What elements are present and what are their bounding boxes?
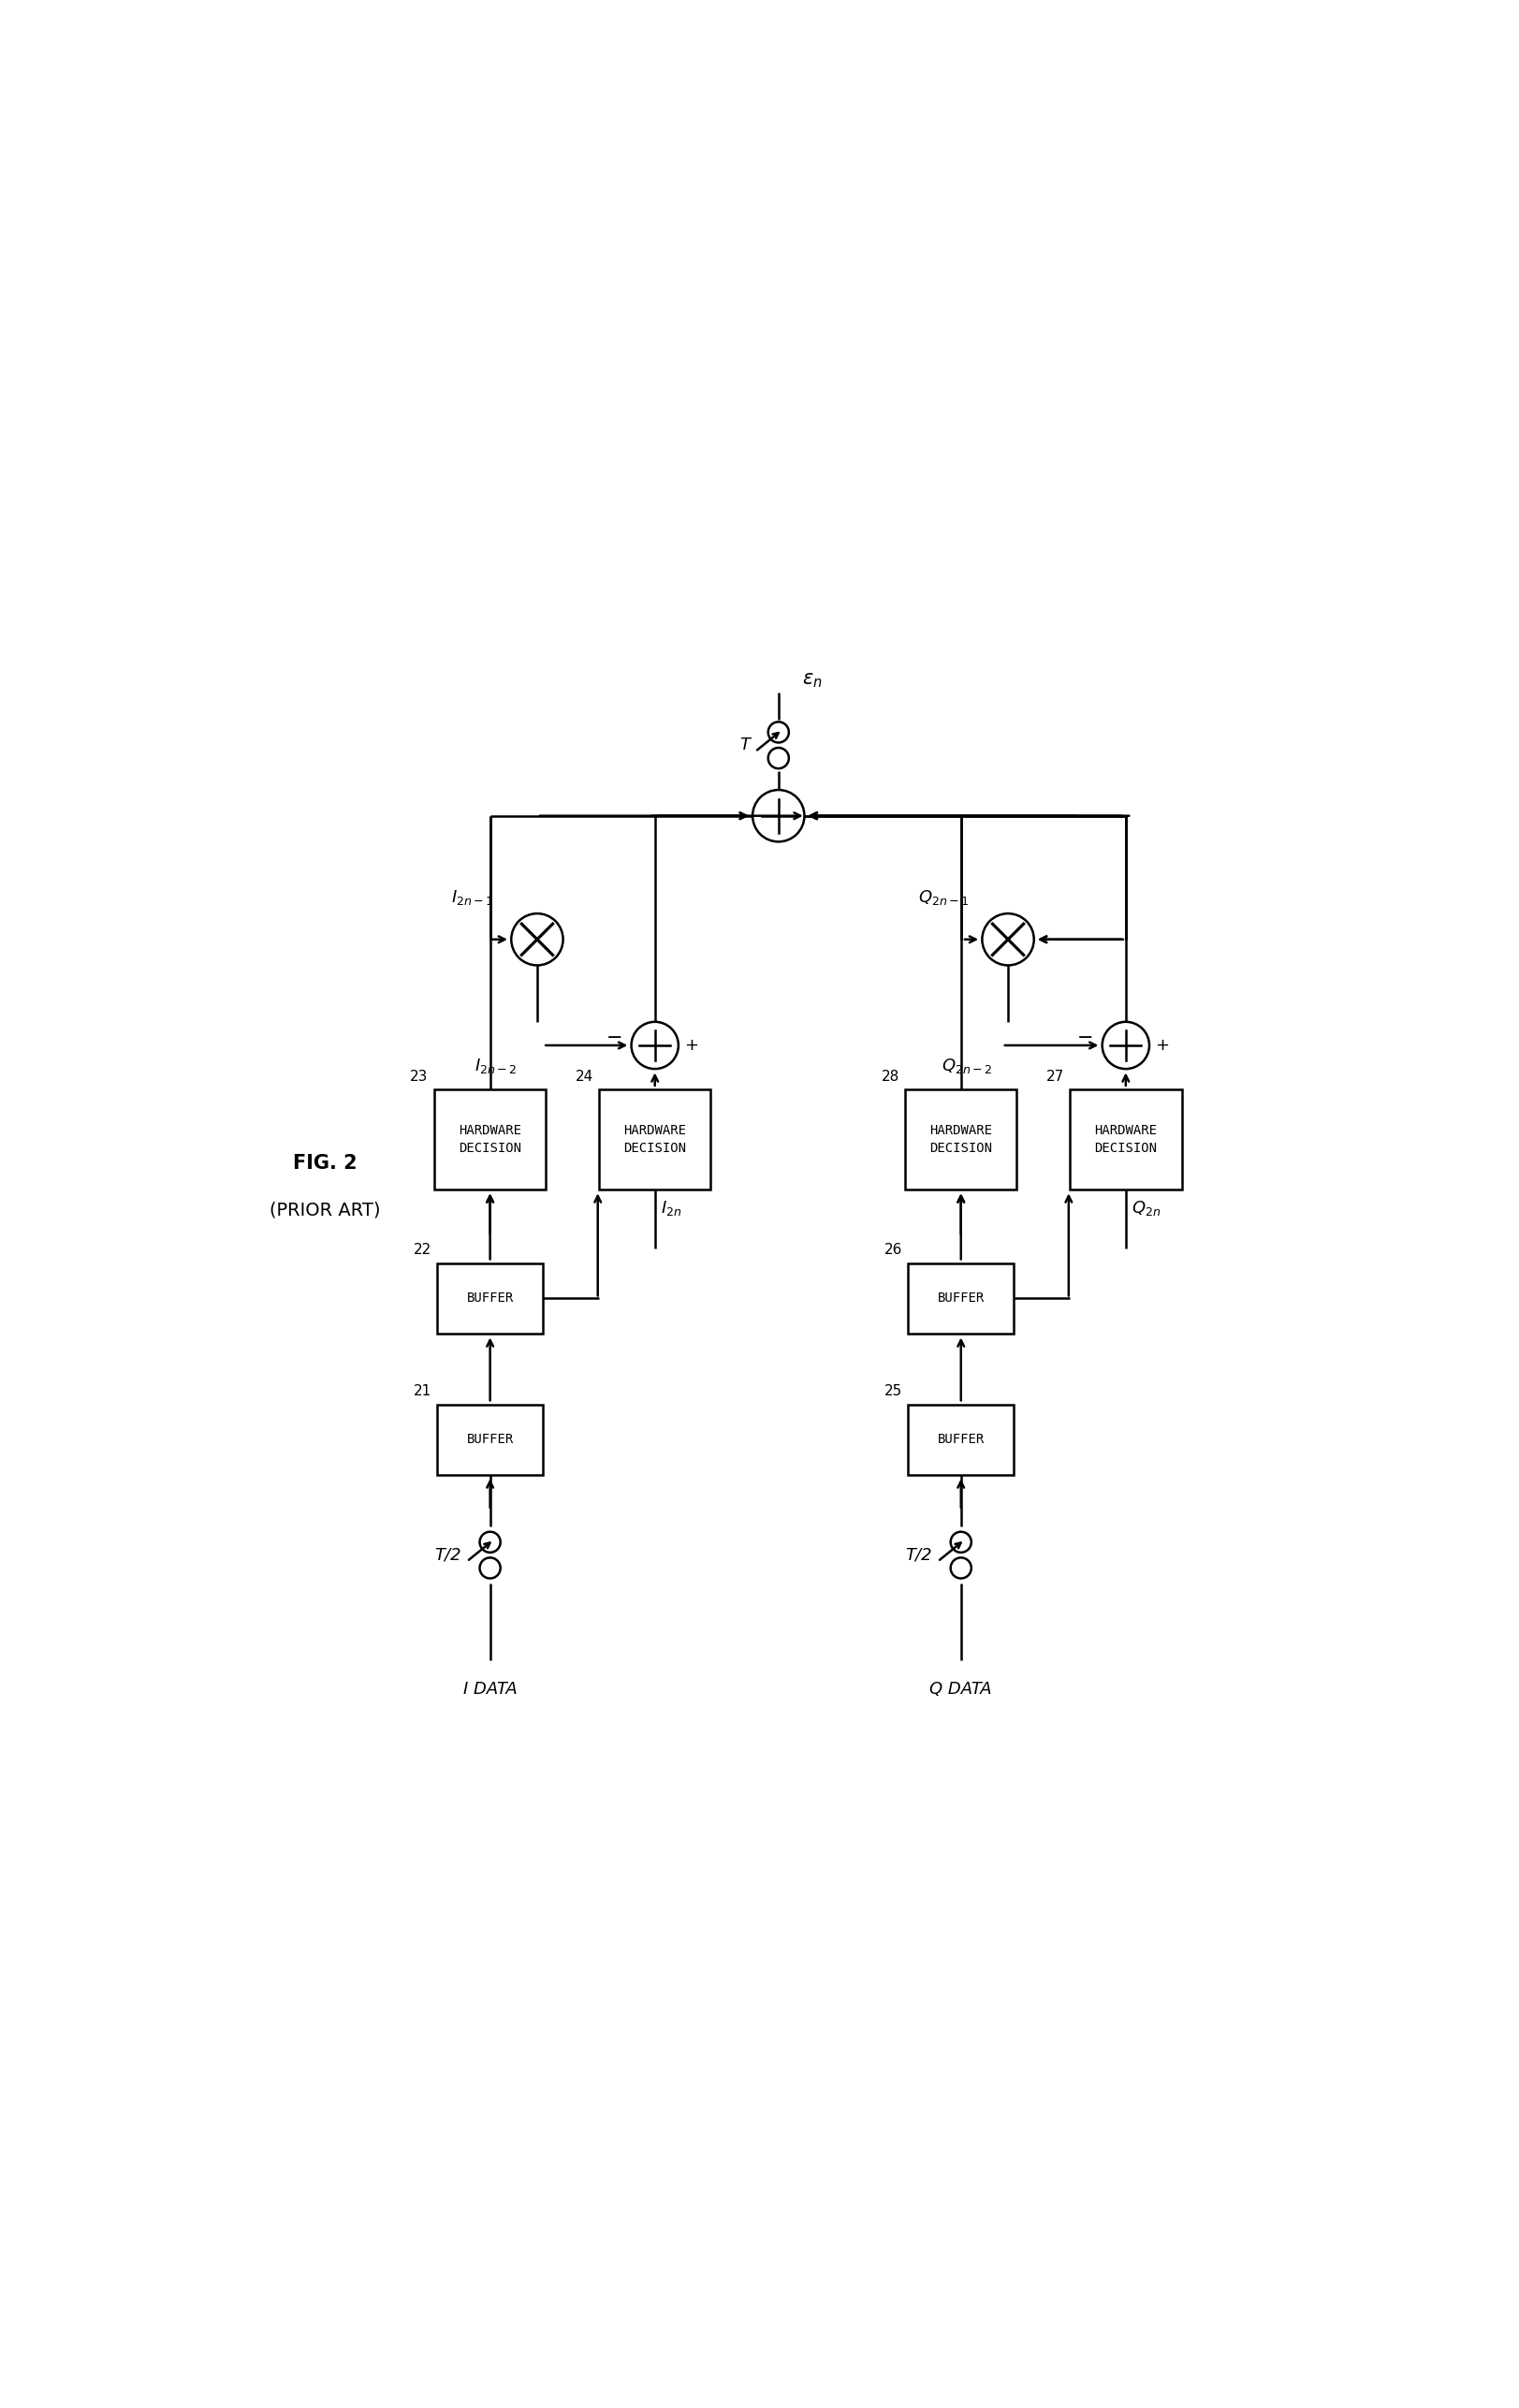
Circle shape [752,790,805,843]
Text: 25: 25 [884,1385,902,1399]
Text: T/2: T/2 [434,1546,462,1563]
Text: 27: 27 [1047,1069,1063,1084]
Text: 28: 28 [881,1069,899,1084]
Bar [598,1088,711,1190]
Text: T: T [740,737,750,754]
Text: BUFFER: BUFFER [937,1433,984,1447]
Text: $\varepsilon_n$: $\varepsilon_n$ [802,672,822,689]
Text: I DATA: I DATA [463,1681,516,1698]
Circle shape [512,913,564,966]
Text: BUFFER: BUFFER [466,1433,513,1447]
Circle shape [480,1531,500,1553]
Circle shape [769,749,788,768]
Bar [908,1404,1015,1476]
Text: T/2: T/2 [905,1546,933,1563]
Text: HARDWARE
DECISION: HARDWARE DECISION [1094,1125,1157,1156]
Text: $+$: $+$ [1156,1038,1170,1055]
Bar [437,1404,544,1476]
Text: $I_{2n-2}$: $I_{2n-2}$ [474,1057,518,1076]
Text: Q DATA: Q DATA [930,1681,992,1698]
Circle shape [632,1021,679,1069]
Text: FIG. 2: FIG. 2 [293,1153,357,1173]
Text: 24: 24 [576,1069,592,1084]
Bar [908,1264,1015,1334]
Text: $Q_{2n-2}$: $Q_{2n-2}$ [942,1057,992,1076]
Bar [905,1088,1016,1190]
Text: 23: 23 [410,1069,428,1084]
Circle shape [951,1558,971,1577]
Text: (PRIOR ART): (PRIOR ART) [270,1202,381,1218]
Bar [437,1264,544,1334]
Circle shape [983,913,1034,966]
Circle shape [480,1558,500,1577]
Circle shape [1103,1021,1150,1069]
Text: $I_{2n}$: $I_{2n}$ [661,1199,682,1218]
Bar [1069,1088,1182,1190]
Circle shape [951,1531,971,1553]
Text: HARDWARE
DECISION: HARDWARE DECISION [930,1125,992,1156]
Text: 26: 26 [884,1243,902,1257]
Text: $-$: $-$ [1077,1026,1092,1045]
Bar [434,1088,545,1190]
Text: $-$: $-$ [606,1026,621,1045]
Text: HARDWARE
DECISION: HARDWARE DECISION [459,1125,521,1156]
Text: $Q_{2n}$: $Q_{2n}$ [1132,1199,1161,1218]
Text: $I_{2n-1}$: $I_{2n-1}$ [451,889,494,905]
Circle shape [769,722,788,742]
Text: $Q_{2n-1}$: $Q_{2n-1}$ [917,889,969,905]
Text: 22: 22 [413,1243,431,1257]
Text: HARDWARE
DECISION: HARDWARE DECISION [623,1125,687,1156]
Text: BUFFER: BUFFER [937,1291,984,1305]
Text: BUFFER: BUFFER [466,1291,513,1305]
Text: $+$: $+$ [685,1038,699,1055]
Text: 21: 21 [413,1385,431,1399]
